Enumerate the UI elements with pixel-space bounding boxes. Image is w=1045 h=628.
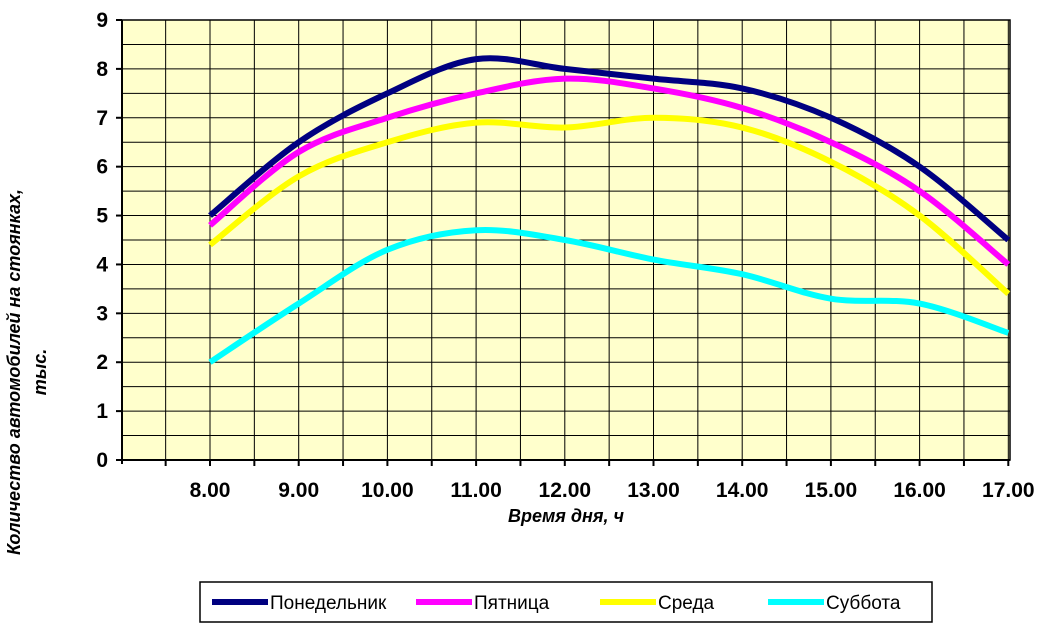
y-tick-label: 5 bbox=[96, 205, 108, 228]
x-tick-label: 9.00 bbox=[278, 479, 319, 502]
y-axis-title: Количество автомобилей на стоянках, тыс. bbox=[4, 189, 50, 555]
legend-entry-label: Пятница bbox=[474, 593, 550, 614]
tick-labels: 0 1 2 3 4 5 6 7 8 9 8.00 9.00 10.00 11.00 12.00 13.00 14… bbox=[96, 9, 1034, 502]
x-tick-label: 16.00 bbox=[893, 479, 946, 502]
x-tick-label: 13.00 bbox=[627, 479, 680, 502]
axes bbox=[116, 19, 1010, 466]
x-tick-label: 14.00 bbox=[716, 479, 769, 502]
series-lines bbox=[208, 55, 1011, 365]
y-tick-label: 2 bbox=[96, 351, 108, 374]
y-tick-label: 9 bbox=[96, 9, 108, 32]
series-line bbox=[208, 55, 1011, 243]
x-tick-label: 17.00 bbox=[982, 479, 1035, 502]
x-tick-label: 8.00 bbox=[190, 479, 231, 502]
x-tick-label: 10.00 bbox=[361, 479, 414, 502]
legend-entry-label: Понедельник bbox=[270, 593, 387, 614]
y-axis-title-line-1: Количество автомобилей на стоянках, bbox=[4, 189, 24, 555]
series-line bbox=[208, 226, 1010, 365]
y-tick-label: 3 bbox=[96, 302, 108, 325]
legend: Понедельник Пятница Среда Суббота bbox=[199, 581, 933, 623]
y-tick-label: 7 bbox=[96, 107, 108, 130]
legend-entry-label: Суббота bbox=[826, 593, 901, 614]
x-tick-label: 12.00 bbox=[539, 479, 592, 502]
y-tick-label: 6 bbox=[96, 156, 108, 179]
y-tick-label: 8 bbox=[96, 58, 108, 81]
y-axis-title-line-2: тыс. bbox=[30, 349, 50, 395]
x-tick-label: 15.00 bbox=[805, 479, 858, 502]
y-tick-label: 1 bbox=[96, 400, 108, 423]
series-line bbox=[208, 114, 1011, 297]
x-axis-title: Время дня, ч bbox=[508, 506, 625, 526]
y-tick-label: 0 bbox=[96, 449, 108, 472]
series-line bbox=[208, 75, 1011, 267]
legend-entry-label: Среда bbox=[658, 593, 715, 614]
x-tick-label: 11.00 bbox=[450, 479, 501, 502]
y-tick-label: 4 bbox=[96, 253, 108, 276]
